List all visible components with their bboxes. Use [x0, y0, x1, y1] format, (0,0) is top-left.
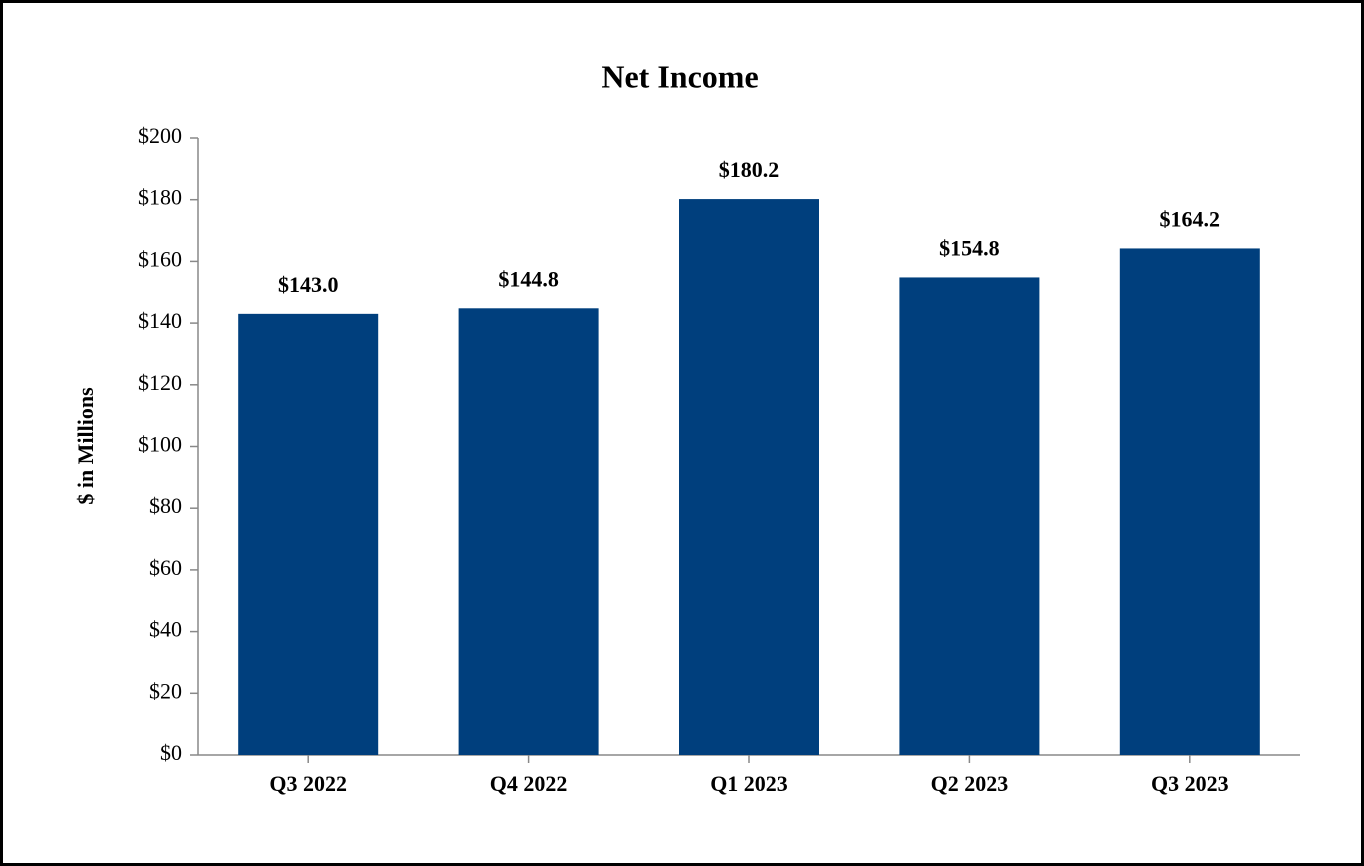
- y-tick-label: $60: [149, 555, 182, 580]
- chart-title: Net Income: [601, 58, 758, 94]
- bar: [1119, 248, 1260, 755]
- x-tick-label: Q3 2022: [269, 771, 347, 796]
- value-label: $164.2: [1160, 206, 1221, 231]
- x-tick-label: Q3 2023: [1151, 771, 1229, 796]
- x-tick-label: Q1 2023: [710, 771, 788, 796]
- y-tick-label: $200: [138, 123, 182, 148]
- bar: [679, 199, 819, 755]
- y-tick-label: $180: [138, 185, 182, 210]
- y-tick-label: $120: [138, 370, 182, 395]
- y-axis-label: $ in Millions: [73, 387, 98, 505]
- x-tick-label: Q4 2022: [490, 771, 568, 796]
- bar: [458, 308, 599, 755]
- bar: [238, 313, 379, 755]
- value-label: $154.8: [939, 235, 1000, 260]
- y-tick-label: $140: [138, 308, 182, 333]
- value-label: $180.2: [719, 157, 780, 182]
- y-tick-label: $80: [149, 493, 182, 518]
- y-tick-label: $0: [160, 740, 182, 765]
- y-tick-label: $100: [138, 432, 182, 457]
- bar: [899, 277, 1040, 755]
- x-tick-label: Q2 2023: [931, 771, 1009, 796]
- y-tick-label: $160: [138, 246, 182, 271]
- y-tick-label: $40: [149, 617, 182, 642]
- value-label: $143.0: [278, 272, 339, 297]
- y-tick-label: $20: [149, 678, 182, 703]
- value-label: $144.8: [498, 266, 559, 291]
